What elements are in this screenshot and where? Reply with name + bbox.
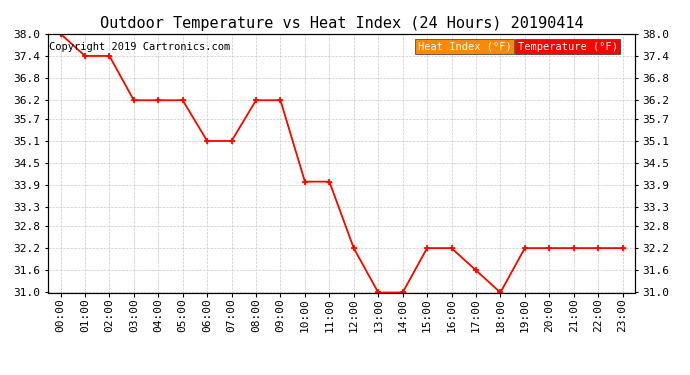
Text: Heat Index (°F): Heat Index (°F) — [418, 42, 511, 51]
Text: Copyright 2019 Cartronics.com: Copyright 2019 Cartronics.com — [49, 42, 230, 51]
Text: Temperature (°F): Temperature (°F) — [518, 42, 618, 51]
Title: Outdoor Temperature vs Heat Index (24 Hours) 20190414: Outdoor Temperature vs Heat Index (24 Ho… — [100, 16, 583, 31]
